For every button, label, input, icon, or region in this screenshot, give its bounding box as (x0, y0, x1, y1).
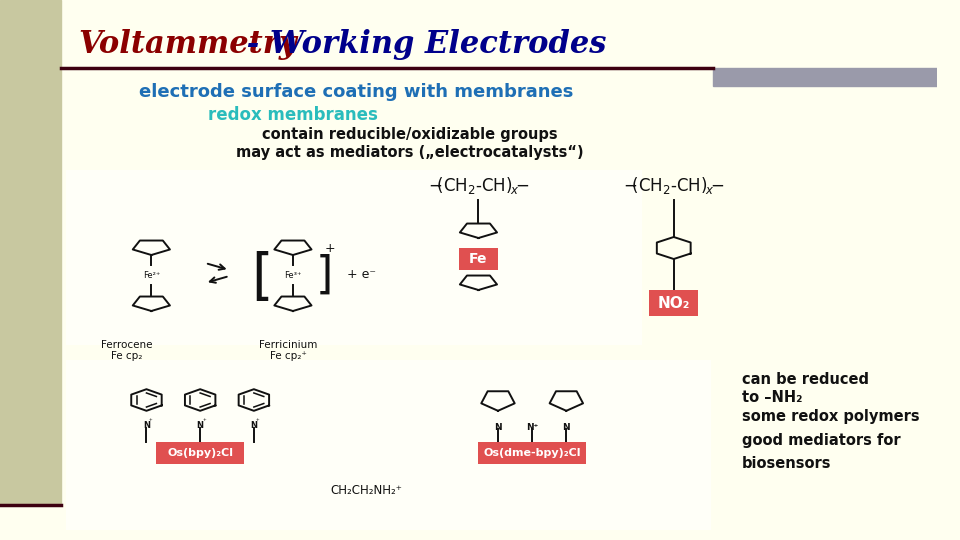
Text: may act as mediators („electrocatalysts“): may act as mediators („electrocatalysts“… (236, 145, 584, 159)
Text: ⁺: ⁺ (203, 419, 205, 425)
Text: Voltammetry: Voltammetry (78, 30, 297, 60)
Text: Ferricinium: Ferricinium (259, 340, 317, 350)
Bar (66, 170, 642, 345)
Text: Fe³⁺: Fe³⁺ (284, 271, 301, 280)
Text: $-\!\!\left(\mathrm{CH_2\text{-}CH}\right)_{\!x}\!\!-$: $-\!\!\left(\mathrm{CH_2\text{-}CH}\righ… (623, 174, 725, 195)
Text: N: N (143, 421, 150, 429)
Text: Fe: Fe (469, 252, 488, 266)
Text: ⁺: ⁺ (149, 419, 153, 425)
Text: Os(dme-bpy)₂Cl: Os(dme-bpy)₂Cl (484, 448, 581, 458)
Text: some redox polymers
good mediators for
biosensors: some redox polymers good mediators for b… (742, 409, 920, 471)
Text: +: + (324, 241, 335, 254)
Text: to –NH₂: to –NH₂ (742, 390, 803, 406)
Text: [: [ (251, 251, 273, 305)
Text: N: N (563, 423, 570, 433)
Text: Os(bpy)₂Cl: Os(bpy)₂Cl (167, 448, 233, 458)
Text: contain reducible/oxidizable groups: contain reducible/oxidizable groups (262, 127, 558, 143)
Text: - Working Electrodes: - Working Electrodes (236, 30, 607, 60)
Bar (66, 360, 710, 530)
Bar (0, 0, 60, 505)
Text: Fe cp₂⁺: Fe cp₂⁺ (270, 351, 306, 361)
Text: Fe cp₂: Fe cp₂ (111, 351, 143, 361)
Text: Ferrocene: Ferrocene (101, 340, 153, 350)
Bar (156, 442, 244, 464)
Text: redox membranes: redox membranes (208, 106, 378, 124)
Text: N: N (197, 421, 204, 429)
Text: can be reduced: can be reduced (742, 373, 869, 388)
Text: N: N (494, 423, 502, 433)
Text: NO₂: NO₂ (658, 295, 690, 310)
Bar (649, 290, 698, 316)
Text: + e⁻: + e⁻ (347, 268, 375, 281)
Text: CH₂CH₂NH₂⁺: CH₂CH₂NH₂⁺ (330, 483, 402, 496)
Text: electrode surface coating with membranes: electrode surface coating with membranes (139, 83, 573, 101)
Text: N⁺: N⁺ (526, 423, 539, 433)
Text: ⁺: ⁺ (255, 419, 259, 425)
Bar (459, 248, 498, 270)
Text: N: N (251, 421, 257, 429)
Text: Fe²⁺: Fe²⁺ (143, 271, 160, 280)
Text: $-\!\!\left(\mathrm{CH_2\text{-}CH}\right)_{\!x}\!\!-$: $-\!\!\left(\mathrm{CH_2\text{-}CH}\righ… (428, 174, 529, 195)
Bar (478, 442, 586, 464)
Text: ]: ] (316, 253, 333, 296)
Bar (712, 68, 937, 86)
